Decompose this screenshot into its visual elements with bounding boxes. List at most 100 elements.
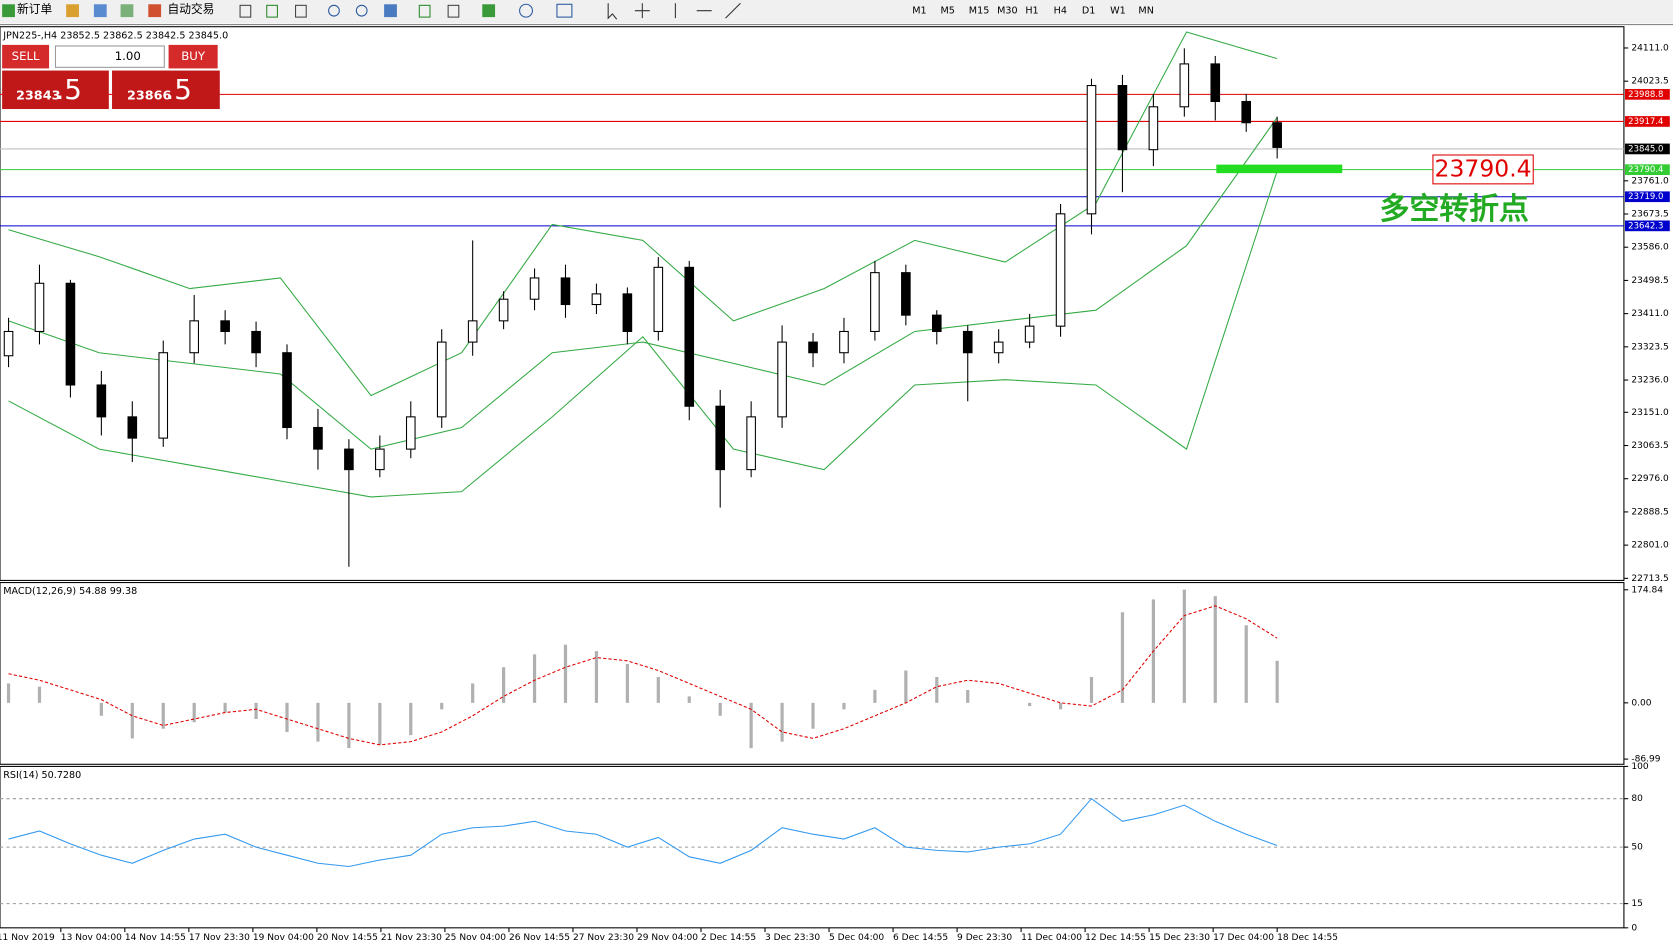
y-tick-label: 23411.0 [1631,309,1669,319]
timeframe[interactable]: W1 [1110,6,1126,17]
candle-body [96,384,107,418]
candle-body [251,330,261,354]
candle-body [1055,213,1066,327]
time-axis: 11 Nov 2019 13 Nov 04:00 14 Nov 14:55 17 No… [0,927,1338,943]
band-middle [8,117,1278,450]
buy-button[interactable] [168,44,218,69]
x-tick-label: 19 Nov 04:00 [253,933,314,943]
tool[interactable] [447,4,460,18]
x-tick-label: 2 Dec 14:55 [701,933,756,943]
main-panel: JPN225-,H4 23852.5 23862.5 23842.5 23845… [0,26,1670,584]
level-label: 23642.3 [1628,221,1663,231]
x-tick-label: 5 Dec 04:00 [829,933,884,943]
x-tick-label: 14 Nov 14:55 [125,933,186,943]
timeframe[interactable]: M5 [941,6,955,17]
zoom-in[interactable] [328,4,340,17]
tool[interactable] [266,4,278,18]
auto-trade-icon[interactable] [148,4,162,18]
tool[interactable] [519,3,533,18]
y-tick-label: 0.00 [1631,698,1651,708]
y-tick-label: 23761.0 [1631,176,1669,186]
rsi-line [8,797,1278,868]
panel-title: RSI(14) 50.7280 [3,770,81,781]
level-box [1624,191,1670,203]
candle-body [1179,63,1190,108]
buy-price-frac[interactable]: .5 [165,73,191,106]
x-tick-label: 20 Nov 14:55 [317,933,378,943]
new-order[interactable]: 新订单 [17,2,52,16]
tool[interactable] [482,4,496,18]
timeframe[interactable]: M30 [997,6,1018,17]
tool[interactable] [418,4,431,18]
tool[interactable] [239,4,252,18]
buy-price[interactable]: 23866 [127,89,172,104]
tool[interactable] [295,4,307,18]
y-tick-label: 50 [1631,843,1643,853]
timeframe[interactable]: MN [1138,6,1153,17]
timeframe[interactable]: M1 [912,6,926,17]
x-tick-label: 29 Nov 04:00 [637,933,698,943]
auto-trade[interactable]: 自动交易 [168,2,215,16]
sell-price-frac[interactable]: .5 [55,73,81,106]
tool[interactable] [556,3,573,18]
y-tick-label: 22801.0 [1631,541,1669,551]
band-upper [8,31,1278,397]
y-tick-label: 100 [1631,762,1649,772]
timeframe[interactable]: H1 [1025,6,1038,17]
candle-body [158,352,169,439]
candle-body [993,341,1004,354]
timeframe[interactable]: H4 [1054,6,1067,17]
price-callout [1432,154,1534,185]
candle-body [313,426,323,450]
lines[interactable] [674,2,741,19]
x-tick-label: 26 Nov 14:55 [509,933,570,943]
sell-price[interactable]: 23843 [16,89,60,104]
candle-body [839,330,849,354]
y-tick-label: 23586.0 [1631,243,1669,253]
candle-body [65,282,76,386]
candle-body [870,272,880,333]
crosshair[interactable] [634,3,650,19]
icon[interactable] [66,4,79,18]
candle-body [1148,106,1159,151]
sell-button[interactable] [2,44,50,69]
sell-price-box[interactable] [2,70,109,110]
candle-body [405,416,416,450]
lots[interactable]: 1.00 [115,49,141,63]
level-label: 23719.0 [1628,192,1663,202]
annotation-text: 多空转折点 [1380,192,1529,227]
new-order-icon[interactable] [2,4,15,18]
candle-body [529,277,540,300]
x-tick-label: 11 Nov 2019 [0,933,55,943]
lots-input[interactable] [54,45,165,68]
icon[interactable] [120,4,134,18]
y-tick-label: 23498.5 [1631,276,1668,286]
candle-body [622,293,633,333]
y-tick-label: 0 [1631,923,1637,933]
tool[interactable] [384,4,397,18]
rsi-panel: RSI(14) 50.7280 100 80 50 15 0 [0,762,1649,933]
buy-price-box[interactable] [112,70,220,110]
candle-body [684,266,695,407]
support-zone [1216,164,1343,174]
x-tick-label: 27 Nov 23:30 [573,933,634,943]
candle-body [560,277,571,306]
icon[interactable] [93,4,107,18]
candle-body [653,266,664,333]
level-box [1624,89,1670,100]
price-callout-text: 23790.4 [1435,154,1532,182]
zoom-out[interactable] [355,4,368,17]
y-tick-label: 15 [1631,899,1643,909]
candle-body [715,405,726,471]
sell-label[interactable]: SELL [12,49,40,63]
timeframe[interactable]: M15 [969,6,990,17]
candle-body [931,314,942,333]
buy-label[interactable]: BUY [181,49,206,63]
x-tick-label: 13 Nov 04:00 [61,933,122,943]
timeframe[interactable]: D1 [1082,6,1096,17]
y-tick-label: 23063.5 [1631,441,1668,451]
cursor[interactable] [607,3,618,20]
level-label: 23790.4 [1628,165,1663,175]
x-tick-label: 9 Dec 23:30 [957,933,1012,943]
candle-body [375,448,385,471]
